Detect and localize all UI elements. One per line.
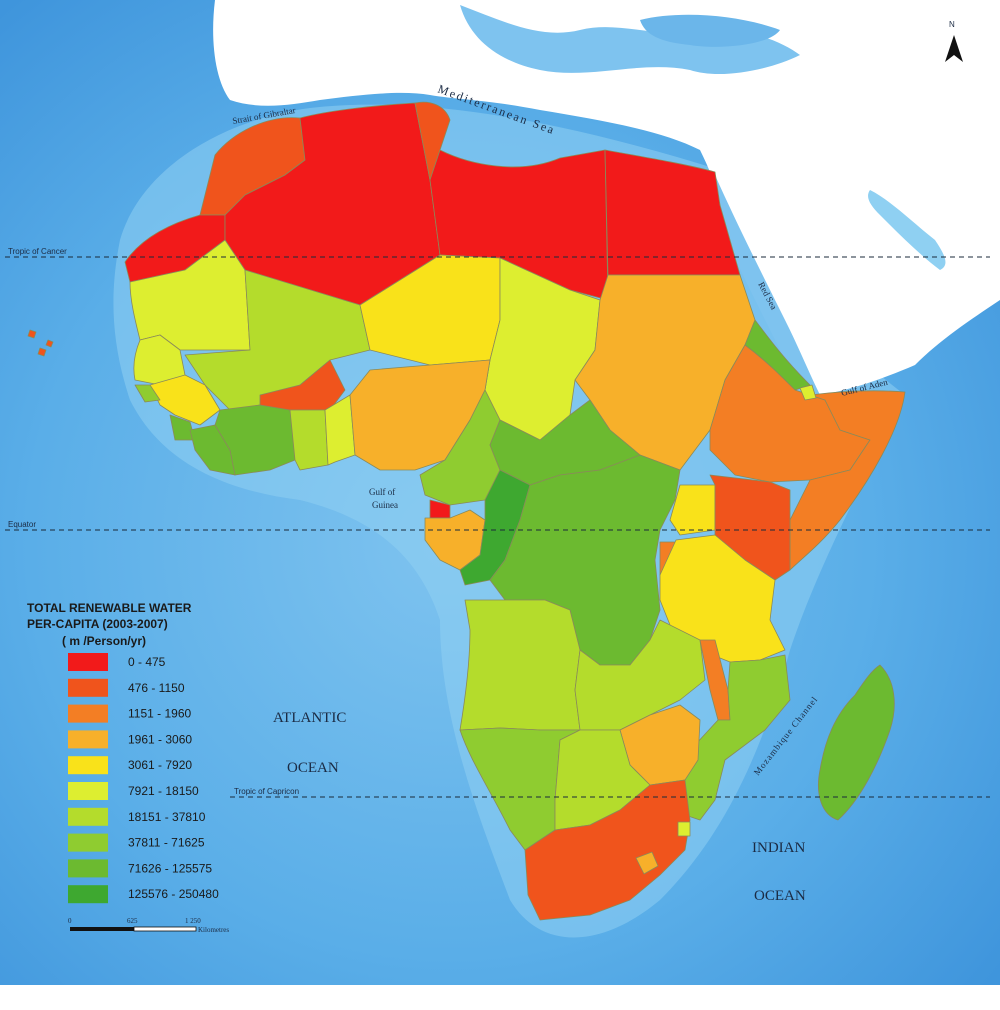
legend-label-6: 18151 - 37810 bbox=[128, 810, 206, 824]
legend-items: 0 - 475 476 - 1150 1151 - 1960 1961 - 3060 3… bbox=[68, 653, 219, 904]
bottom-margin bbox=[0, 985, 1000, 1010]
atlantic-label-2: OCEAN bbox=[287, 760, 339, 776]
legend-label-5: 7921 - 18150 bbox=[128, 784, 199, 798]
tropic-cancer-label: Tropic of Cancer bbox=[8, 247, 67, 256]
red-sea bbox=[712, 175, 820, 395]
country-lesotho bbox=[635, 851, 659, 875]
scale-unit: Kilometres bbox=[198, 926, 229, 934]
country-senegal bbox=[133, 334, 186, 386]
legend-swatch-6 bbox=[68, 807, 108, 826]
country-tunisia bbox=[414, 101, 451, 181]
country-uganda bbox=[669, 484, 716, 536]
scale-tick-0: 0 bbox=[68, 917, 72, 925]
legend-label-0: 0 - 475 bbox=[128, 655, 166, 669]
country-ghana bbox=[289, 409, 329, 471]
legend-label-4: 3061 - 7920 bbox=[128, 758, 192, 772]
legend-swatch-0 bbox=[68, 653, 108, 671]
legend-title-3: ( m /Person/yr) bbox=[62, 634, 146, 648]
black-sea bbox=[640, 14, 780, 47]
country-mauritania bbox=[129, 239, 251, 351]
legend-swatch-1 bbox=[68, 678, 108, 697]
legend-label-2: 1151 - 1960 bbox=[128, 707, 191, 721]
legend-swatch-4 bbox=[68, 756, 108, 775]
persian-gulf bbox=[868, 190, 946, 270]
atlantic-label-1: ATLANTIC bbox=[273, 710, 346, 726]
africa-countries bbox=[27, 101, 906, 921]
country-mozambique bbox=[681, 654, 791, 821]
country-egypt bbox=[604, 149, 741, 276]
sea-inlet bbox=[460, 5, 800, 75]
legend-label-3: 1961 - 3060 bbox=[128, 732, 192, 746]
country-madagascar bbox=[818, 664, 895, 821]
country-djibouti bbox=[799, 384, 817, 401]
legend-label-1: 476 - 1150 bbox=[128, 681, 185, 695]
legend-swatch-5 bbox=[68, 782, 108, 800]
north-arrow-icon: N bbox=[945, 20, 963, 62]
legend-label-9: 125576 - 250480 bbox=[128, 887, 219, 901]
country-libya bbox=[429, 149, 609, 301]
country-algeria bbox=[224, 102, 441, 306]
svg-text:N: N bbox=[949, 20, 955, 29]
gulf-guinea-label-1: Gulf of bbox=[369, 487, 395, 497]
country-swaziland bbox=[677, 821, 691, 837]
legend-swatch-8 bbox=[68, 859, 108, 878]
country-angola bbox=[459, 599, 581, 731]
legend-swatch-9 bbox=[68, 885, 108, 904]
europe-landmass bbox=[213, 0, 1000, 395]
legend-swatch-2 bbox=[68, 704, 108, 723]
legend-swatch-7 bbox=[68, 833, 108, 852]
country-ethiopia bbox=[709, 344, 871, 483]
legend-title-2: PER-CAPITA (2003-2007) bbox=[27, 617, 168, 631]
indian-label-1: INDIAN bbox=[752, 840, 805, 856]
scale-bar: 0 625 1 250 Kilometres bbox=[68, 917, 229, 934]
country-guinea-bissau bbox=[134, 384, 161, 403]
scale-tick-2: 1 250 bbox=[185, 917, 201, 925]
equator-label: Equator bbox=[8, 520, 36, 529]
country-burkina-faso bbox=[259, 359, 346, 411]
scale-tick-1: 625 bbox=[127, 917, 138, 925]
legend-label-7: 37811 - 71625 bbox=[128, 836, 205, 850]
legend-label-8: 71626 - 125575 bbox=[128, 861, 212, 875]
tropic-capricorn-label: Tropic of Capricon bbox=[234, 787, 299, 796]
country-guinea bbox=[149, 374, 221, 426]
legend: TOTAL RENEWABLE WATER PER-CAPITA (2003-2… bbox=[27, 601, 219, 904]
cape-verde bbox=[27, 329, 54, 357]
legend-title-1: TOTAL RENEWABLE WATER bbox=[27, 601, 192, 615]
gulf-guinea-label-2: Guinea bbox=[372, 500, 398, 510]
indian-label-2: OCEAN bbox=[754, 888, 806, 904]
country-togo-benin bbox=[324, 394, 356, 466]
legend-swatch-3 bbox=[68, 730, 108, 749]
